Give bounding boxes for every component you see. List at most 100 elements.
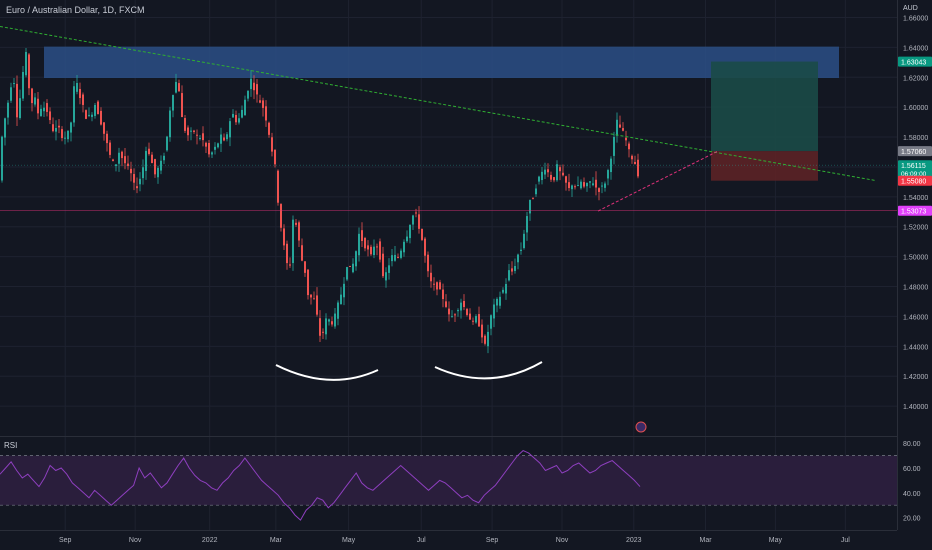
trendline[interactable]	[0, 25, 876, 181]
candle-body	[190, 130, 192, 132]
candle-body	[52, 124, 54, 132]
candle-body	[478, 314, 480, 327]
price-tick-label: 1.40000	[903, 404, 928, 411]
candle-body	[508, 270, 510, 281]
candle-body	[421, 228, 423, 240]
candle-body	[397, 256, 399, 258]
candle-body	[166, 136, 168, 151]
bottom-arc[interactable]	[434, 361, 543, 380]
candle-body	[133, 174, 135, 183]
candle-body	[433, 283, 435, 285]
candle-body	[325, 318, 327, 335]
candle-body	[328, 319, 330, 322]
resistance-zone	[44, 46, 839, 79]
candle-body	[544, 169, 546, 175]
price-axis[interactable]: 1.660001.640001.620001.600001.580001.560…	[903, 15, 928, 522]
candle-body	[355, 251, 357, 267]
candle-body	[295, 222, 297, 225]
candle-body	[283, 228, 285, 246]
candle-body	[196, 134, 198, 136]
bottom-arc[interactable]	[275, 364, 379, 381]
candle-body	[163, 155, 165, 161]
rsi-tick-label: 80.00	[903, 441, 921, 448]
candle-body	[418, 214, 420, 229]
candle-body	[121, 151, 123, 159]
zones-layer	[44, 46, 839, 181]
candle-body	[34, 97, 36, 105]
rsi-label: RSI	[4, 441, 18, 450]
candle-body	[316, 295, 318, 315]
candle-body	[526, 216, 528, 233]
candle-body	[268, 122, 270, 135]
candle-body	[253, 82, 255, 91]
candle-body	[40, 108, 42, 117]
candle-body	[376, 246, 378, 248]
candle-body	[49, 111, 51, 121]
price-label-badge	[898, 205, 932, 216]
candle-body	[610, 158, 612, 173]
time-tick-label: Mar	[699, 537, 712, 544]
candle-body	[124, 156, 126, 164]
time-axis[interactable]: Sep Nov 2022 Mar May Jul Sep Nov 2023 Mar May Jul	[59, 537, 850, 544]
candle-body	[112, 159, 114, 161]
candle-body	[238, 118, 240, 123]
candle-body	[145, 150, 147, 171]
candle-body	[313, 298, 315, 300]
candle-body	[103, 122, 105, 134]
candle-body	[547, 169, 549, 173]
candle-body	[343, 283, 345, 298]
candle-body	[607, 170, 609, 179]
candle-body	[307, 269, 309, 296]
rsi-tick-label: 40.00	[903, 491, 921, 498]
candle-body	[241, 109, 243, 118]
candle-body	[427, 254, 429, 272]
candle-body	[577, 185, 579, 187]
candle-body	[346, 267, 348, 280]
candle-body	[352, 263, 354, 273]
time-tick-label: Mar	[270, 537, 283, 544]
candle-body	[58, 125, 60, 128]
candle-body	[631, 155, 633, 160]
candle-body	[205, 142, 207, 147]
candle-body	[634, 161, 636, 165]
time-tick-label: May	[342, 537, 356, 544]
candle-body	[532, 198, 534, 200]
candle-body	[583, 182, 585, 187]
rising-line[interactable]	[597, 150, 719, 212]
candle-body	[379, 241, 381, 260]
candle-body	[370, 246, 372, 255]
candle-body	[451, 316, 453, 318]
candle-body	[136, 186, 138, 189]
candle-body	[415, 212, 417, 214]
candle-body	[310, 294, 312, 298]
candle-body	[82, 94, 84, 105]
candle-body	[91, 114, 93, 117]
price-label-badge	[898, 160, 932, 179]
candle-body	[550, 174, 552, 180]
candle-body	[589, 181, 591, 183]
candle-body	[574, 186, 576, 188]
event-marker-icon[interactable]	[635, 421, 647, 433]
price-label-badge	[898, 56, 932, 67]
candle-body	[424, 238, 426, 256]
candle-body	[517, 254, 519, 263]
candle-body	[286, 243, 288, 264]
candle-body	[400, 250, 402, 258]
candle-body	[562, 172, 564, 176]
drawings-layer[interactable]	[0, 25, 897, 433]
candle-body	[571, 185, 573, 190]
candle-body	[391, 255, 393, 262]
candle-body	[616, 119, 618, 136]
price-tick-label: 1.44000	[903, 344, 928, 351]
candle-body	[154, 159, 156, 175]
candle-body	[175, 81, 177, 93]
candle-body	[232, 113, 234, 118]
candle-body	[358, 233, 360, 256]
candle-body	[628, 143, 630, 150]
candle-body	[604, 183, 606, 188]
candle-body	[349, 265, 351, 267]
candle-body	[568, 182, 570, 189]
candle-body	[448, 308, 450, 315]
candle-body	[364, 237, 366, 249]
